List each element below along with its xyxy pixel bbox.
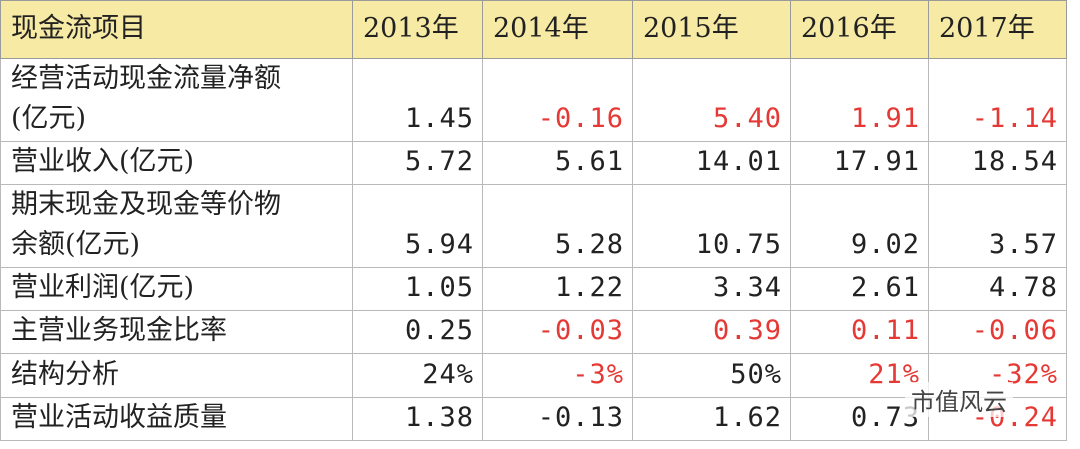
row-label: 营业利润(亿元) — [0, 267, 353, 311]
label-line: 主营业务现金比率 — [11, 315, 227, 346]
value-cell: 10.75 — [632, 184, 791, 268]
value-cell: -0.06 — [928, 310, 1067, 354]
label-line: (亿元) — [11, 103, 87, 134]
value-cell: 17.91 — [790, 141, 929, 185]
value-cell: 18.54 — [928, 141, 1067, 185]
row-label: 营业活动收益质量 — [0, 397, 353, 441]
data-row: 经营活动现金流量净额 (亿元) 1.45 -0.16 5.40 1.91 -1.14 — [0, 58, 1067, 142]
header-cell: 2015年 — [632, 0, 791, 59]
data-row: 营业收入(亿元) 5.72 5.61 14.01 17.91 18.54 — [0, 141, 1067, 185]
value-cell: 5.61 — [482, 141, 633, 185]
value-cell: -0.13 — [482, 397, 633, 441]
row-label: 期末现金及现金等价物 余额(亿元) — [0, 184, 353, 268]
label-line: 期末现金及现金等价物 — [11, 189, 281, 220]
value-cell: 5.94 — [352, 184, 483, 268]
label-line: 余额(亿元) — [11, 229, 141, 260]
label-line: 经营活动现金流量净额 — [11, 63, 281, 94]
value-cell: 14.01 — [632, 141, 791, 185]
header-cell: 2016年 — [790, 0, 929, 59]
value-cell: 1.22 — [482, 267, 633, 311]
label-line: 营业收入(亿元) — [11, 146, 195, 177]
value-cell: 24% — [352, 353, 483, 398]
value-cell: 1.38 — [352, 397, 483, 441]
row-label: 主营业务现金比率 — [0, 310, 353, 354]
row-label: 经营活动现金流量净额 (亿元) — [0, 58, 353, 142]
value-cell: -0.03 — [482, 310, 633, 354]
data-row: 期末现金及现金等价物 余额(亿元) 5.94 5.28 10.75 9.02 3.57 — [0, 184, 1067, 268]
header-cell: 2014年 — [482, 0, 633, 59]
row-label: 营业收入(亿元) — [0, 141, 353, 185]
cash-flow-table: 现金流项目 2013年 2014年 2015年 2016年 2017年 经营活动现金流量净额… — [0, 0, 1067, 441]
value-cell: 1.62 — [632, 397, 791, 441]
data-row: 主营业务现金比率 0.25 -0.03 0.39 0.11 -0.06 — [0, 310, 1067, 354]
value-cell: 1.45 — [352, 58, 483, 142]
header-row: 现金流项目 2013年 2014年 2015年 2016年 2017年 — [0, 0, 1067, 59]
value-cell: 4.78 — [928, 267, 1067, 311]
value-cell: 1.91 — [790, 58, 929, 142]
value-cell: 50% — [632, 353, 791, 398]
value-cell: 5.72 — [352, 141, 483, 185]
label-line: 结构分析 — [11, 359, 119, 390]
value-cell: 0.25 — [352, 310, 483, 354]
value-cell: 2.61 — [790, 267, 929, 311]
value-cell: 5.28 — [482, 184, 633, 268]
value-cell: 5.40 — [632, 58, 791, 142]
row-label: 结构分析 — [0, 353, 353, 398]
value-cell: 0.39 — [632, 310, 791, 354]
value-cell: 9.02 — [790, 184, 929, 268]
value-cell: 0.11 — [790, 310, 929, 354]
label-line: 营业活动收益质量 — [11, 402, 227, 433]
data-row: 营业利润(亿元) 1.05 1.22 3.34 2.61 4.78 — [0, 267, 1067, 311]
value-cell: -0.16 — [482, 58, 633, 142]
label-line: 营业利润(亿元) — [11, 272, 195, 303]
header-cell: 现金流项目 — [0, 0, 353, 59]
value-cell: 3.57 — [928, 184, 1067, 268]
watermark: 市值风云 — [905, 382, 1013, 417]
value-cell: 1.05 — [352, 267, 483, 311]
header-cell: 2017年 — [928, 0, 1067, 59]
value-cell: 3.34 — [632, 267, 791, 311]
header-cell: 2013年 — [352, 0, 483, 59]
value-cell: -3% — [482, 353, 633, 398]
value-cell: -1.14 — [928, 58, 1067, 142]
